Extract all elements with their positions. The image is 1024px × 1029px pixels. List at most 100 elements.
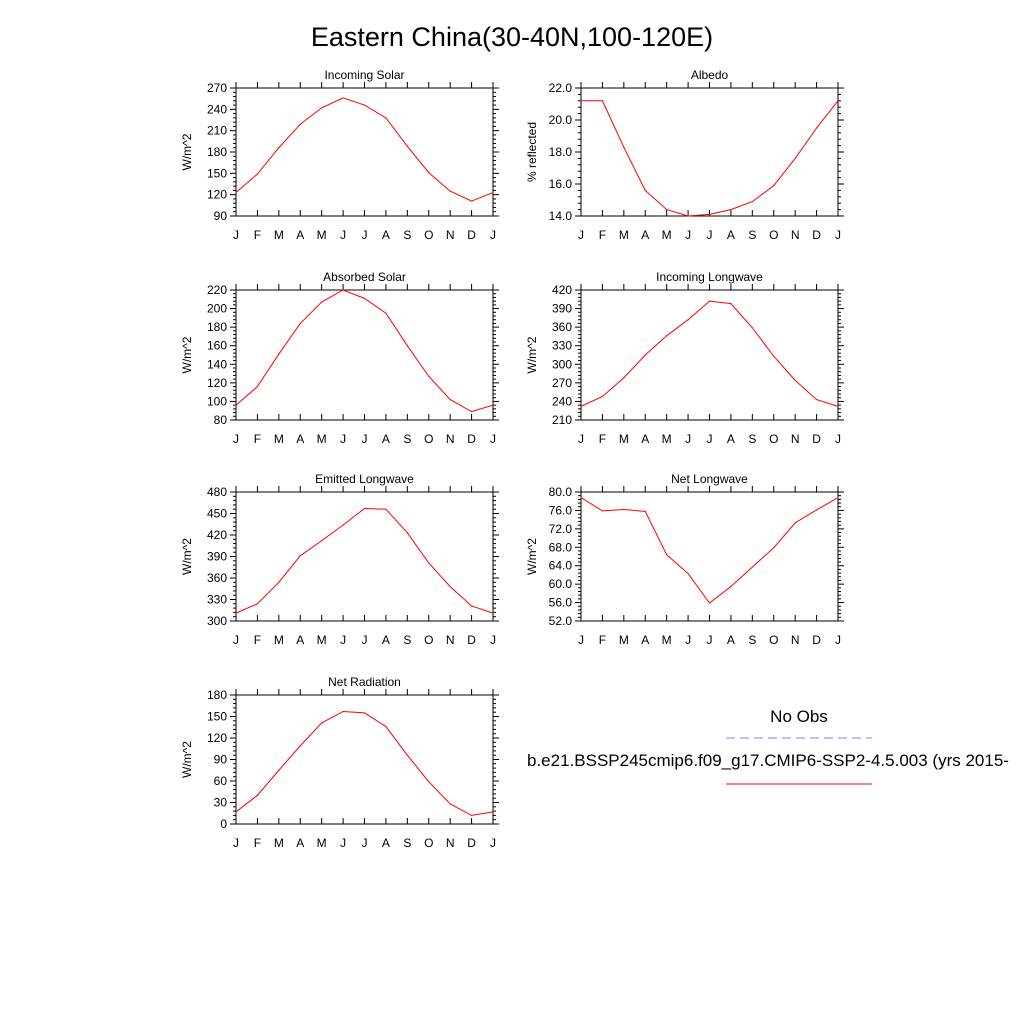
series-line [580, 497, 839, 604]
x-tick-label: S [403, 228, 411, 242]
data-point [837, 405, 839, 407]
data-point [601, 100, 604, 102]
x-tick-label: F [254, 228, 261, 242]
data-point [666, 335, 668, 337]
legend-obs-label: No Obs [770, 707, 828, 726]
x-tick-label: D [467, 228, 476, 242]
data-point [321, 722, 323, 724]
x-tick-label: A [727, 633, 735, 647]
data-point [751, 201, 753, 203]
plot-frame [235, 289, 494, 421]
y-tick-label: 20.0 [549, 113, 573, 127]
x-tick-label: F [599, 228, 606, 242]
x-tick-label: J [490, 836, 496, 850]
y-tick-label: 90 [214, 209, 228, 223]
x-tick-label: J [835, 228, 841, 242]
data-point [730, 303, 732, 305]
y-tick-label: 210 [207, 124, 227, 138]
data-point [687, 319, 689, 321]
data-point [385, 117, 387, 119]
data-point [644, 189, 646, 191]
x-tick-label: F [254, 836, 261, 850]
data-point [687, 215, 689, 217]
y-axis-label: W/m^2 [180, 741, 194, 778]
x-tick-label: J [340, 432, 346, 446]
x-tick-label: F [599, 432, 606, 446]
legend-model-label: b.e21.BSSP245cmip6.f09_g17.CMIP6-SSP2-4.… [527, 751, 1009, 770]
data-point [256, 385, 259, 388]
x-tick-label: J [490, 228, 496, 242]
x-tick-label: N [791, 432, 800, 446]
y-tick-label: 80 [214, 413, 228, 427]
series-line [580, 300, 839, 407]
y-tick-label: 120 [207, 731, 227, 745]
data-point [256, 603, 259, 605]
x-tick-label: J [340, 836, 346, 850]
x-tick-label: J [685, 633, 691, 647]
data-point [342, 524, 344, 526]
data-point [363, 712, 366, 714]
y-tick-label: 90 [214, 753, 228, 767]
x-tick-label: A [641, 633, 649, 647]
x-tick-label: M [274, 432, 284, 446]
data-point [492, 404, 494, 406]
data-point [299, 555, 301, 557]
panel-title: Absorbed Solar [323, 270, 406, 284]
data-point [428, 781, 430, 783]
data-point [449, 586, 451, 588]
panel-title: Net Radiation [328, 675, 401, 689]
data-point [321, 107, 323, 109]
x-tick-label: J [685, 228, 691, 242]
data-point [773, 355, 775, 357]
data-point [449, 398, 451, 401]
data-point [623, 508, 625, 511]
data-point [235, 612, 237, 614]
data-point [751, 566, 753, 568]
y-tick-label: 220 [207, 283, 227, 297]
x-tick-label: A [382, 432, 390, 446]
y-tick-label: 480 [207, 485, 227, 499]
panel-title: Emitted Longwave [315, 472, 414, 486]
y-tick-label: 18.0 [549, 145, 573, 159]
y-tick-label: 60.0 [549, 577, 573, 591]
x-tick-label: M [317, 228, 327, 242]
y-axis-label: W/m^2 [180, 336, 194, 373]
data-point [794, 379, 796, 381]
y-tick-label: 450 [207, 507, 227, 521]
y-tick-label: 100 [207, 394, 227, 408]
data-point [837, 100, 839, 102]
y-tick-label: 420 [207, 528, 227, 542]
y-tick-label: 14.0 [549, 209, 573, 223]
y-tick-label: 56.0 [549, 596, 573, 610]
data-point [406, 754, 408, 756]
data-point [363, 104, 366, 106]
panel-title: Incoming Solar [324, 68, 404, 82]
plot-frame [580, 491, 839, 622]
y-tick-label: 180 [207, 320, 227, 334]
data-point [278, 581, 280, 583]
x-tick-label: O [769, 432, 778, 446]
x-tick-label: D [467, 633, 476, 647]
x-tick-label: N [791, 633, 800, 647]
x-tick-label: J [362, 633, 368, 647]
data-point [794, 522, 796, 524]
y-tick-label: 210 [552, 413, 572, 427]
data-point [256, 794, 259, 796]
x-tick-label: J [362, 432, 368, 446]
y-tick-label: 240 [207, 102, 227, 116]
x-tick-label: N [446, 633, 455, 647]
y-tick-label: 72.0 [549, 522, 573, 536]
x-tick-label: A [727, 432, 735, 446]
x-tick-label: M [662, 228, 672, 242]
data-point [601, 395, 604, 398]
x-tick-label: F [254, 633, 261, 647]
y-axis-label: W/m^2 [525, 538, 539, 575]
x-tick-label: A [382, 633, 390, 647]
y-axis-label: W/m^2 [180, 538, 194, 575]
